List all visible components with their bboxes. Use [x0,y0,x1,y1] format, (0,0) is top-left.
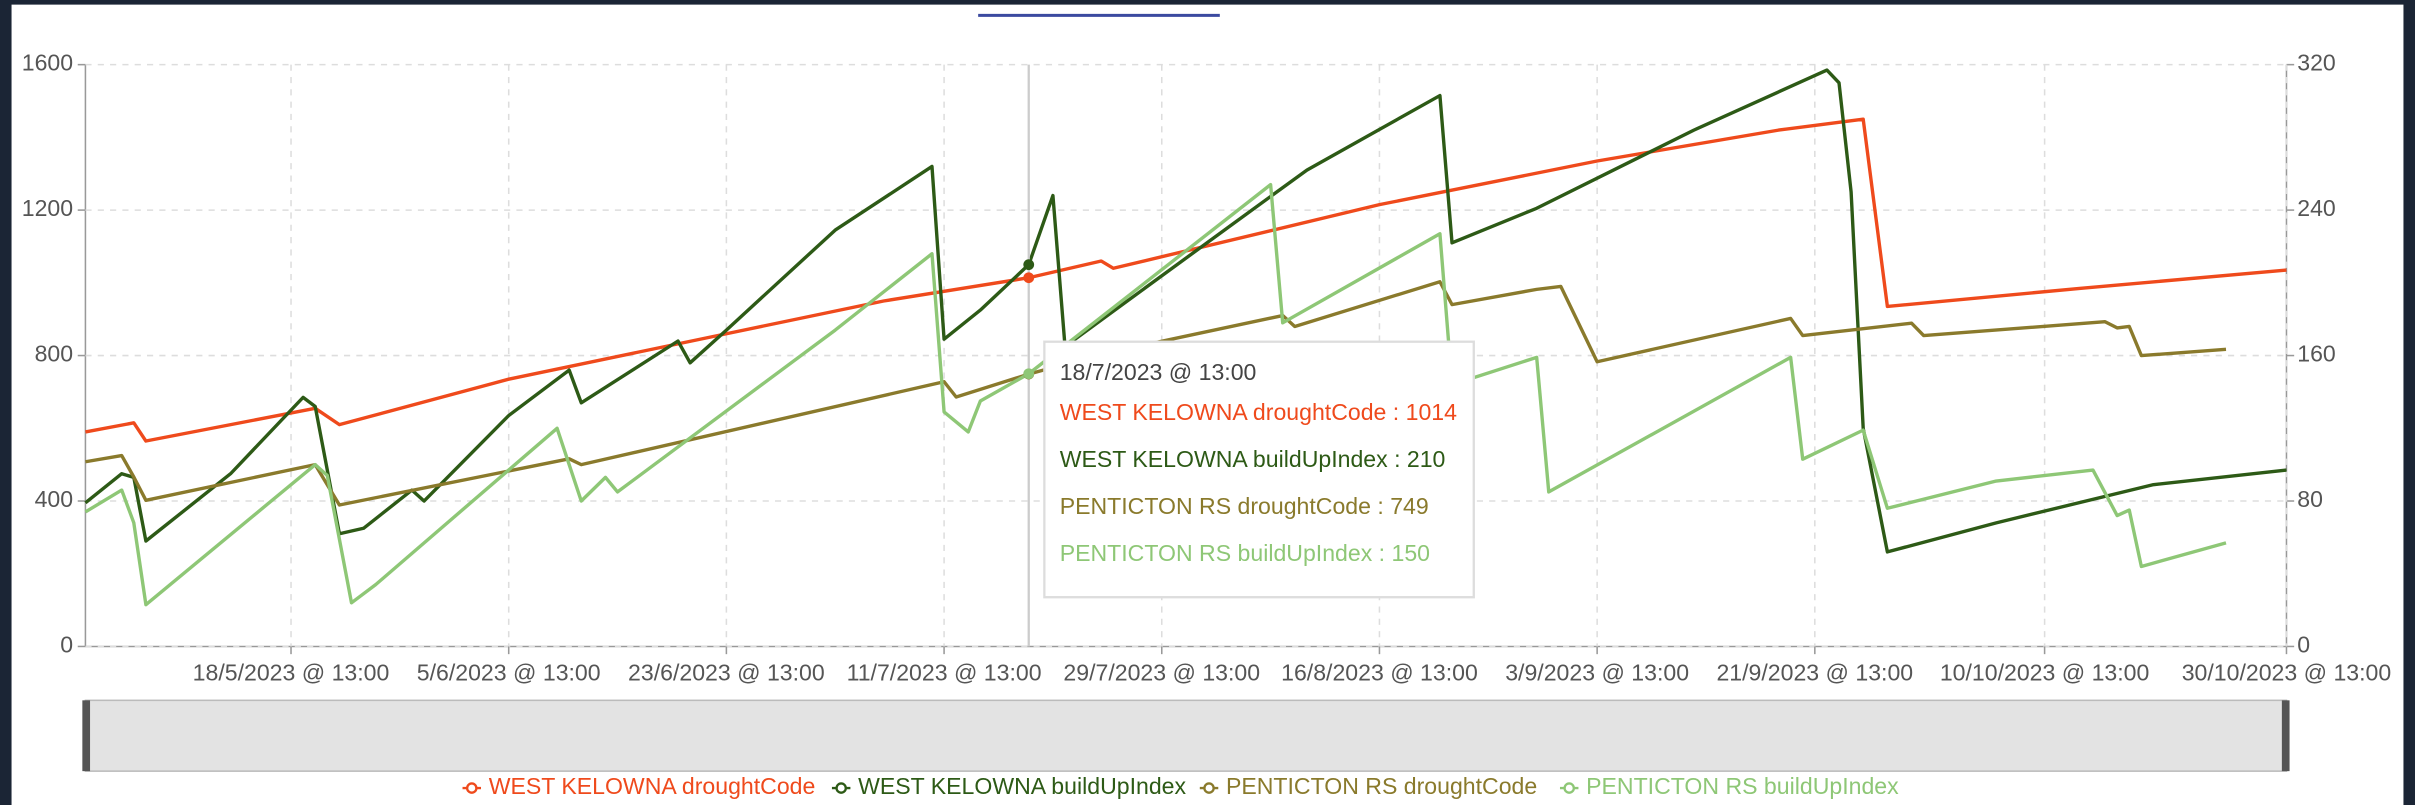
slider-handle[interactable] [2281,700,2290,772]
legend-marker [835,782,847,794]
legend-item: PENTICTON RS droughtCode [1199,773,1537,799]
y2-tick-label: 320 [2297,50,2336,76]
legend-label: WEST KELOWNA droughtCode [489,773,816,799]
series-lines [84,68,2287,607]
series-line [84,182,2227,607]
x-tick-label: 29/7/2023 @ 13:00 [1063,659,1260,685]
legend-label: PENTICTON RS buildUpIndex [1586,773,1899,799]
tooltip-line: PENTICTON RS buildUpIndex : 150 [1060,540,1430,566]
x-tick-label: 30/10/2023 @ 13:00 [2182,659,2392,685]
y-tick-label: 0 [60,632,73,658]
slider-handle[interactable] [82,700,91,772]
legend-label: WEST KELOWNA buildUpIndex [858,773,1186,799]
x-tick-label: 3/9/2023 @ 13:00 [1505,659,1689,685]
legend-item: PENTICTON RS buildUpIndex [1559,773,1899,799]
y-tick-label: 400 [35,486,74,512]
tooltip-line: WEST KELOWNA droughtCode : 1014 [1060,399,1457,425]
hover-point [1023,259,1035,271]
tooltip-line: PENTICTON RS droughtCode : 749 [1060,493,1429,519]
x-tick-label: 18/5/2023 @ 13:00 [193,659,390,685]
x-tick-label: 21/9/2023 @ 13:00 [1716,659,1913,685]
legend-marker [465,782,478,794]
legend-item: WEST KELOWNA buildUpIndex [831,773,1186,799]
x-tick-label: 23/6/2023 @ 13:00 [628,659,825,685]
tooltip-box [1043,340,1475,599]
y-tick-label: 1600 [22,50,73,76]
slider-track[interactable] [84,699,2288,772]
y-tick-label: 1200 [22,195,73,221]
x-tick-label: 16/8/2023 @ 13:00 [1281,659,1478,685]
range-slider[interactable] [82,699,2290,772]
legend-marker [1203,782,1215,794]
hover-point [1023,368,1035,380]
legend-marker [1563,782,1575,794]
x-tick-label: 11/7/2023 @ 13:00 [847,659,1042,685]
series-line [85,280,2227,507]
tooltip-line: WEST KELOWNA buildUpIndex : 210 [1060,446,1446,472]
y2-tick-label: 240 [2297,195,2336,221]
legend-item: WEST KELOWNA droughtCode [462,773,816,799]
series-line [84,68,2287,554]
x-tick-label: 10/10/2023 @ 13:00 [1940,659,2150,685]
legend: WEST KELOWNA droughtCode WEST KELOWNA bui… [462,773,1899,799]
hover-point [1023,272,1035,284]
tooltip-title: 18/7/2023 @ 13:00 [1060,359,1257,385]
y-tick-label: 800 [35,341,74,367]
overlay: 18/7/2023 @ 13:00 WEST KELOWNA droughtCod… [1023,64,1475,647]
legend-label: PENTICTON RS droughtCode [1226,773,1537,799]
y2-tick-label: 160 [2297,341,2336,367]
x-tick-label: 5/6/2023 @ 13:00 [417,659,601,685]
y2-tick-label: 0 [2297,632,2310,658]
y2-tick-label: 80 [2297,486,2323,512]
